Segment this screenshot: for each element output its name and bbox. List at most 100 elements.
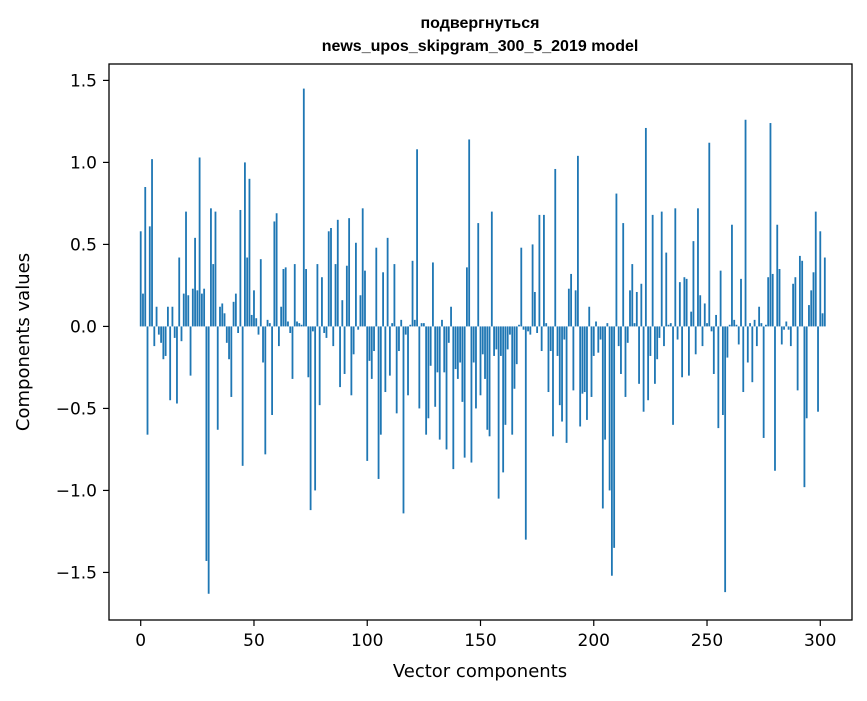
bar-128 bbox=[429, 326, 432, 366]
bar-38 bbox=[225, 326, 228, 343]
bar-189 bbox=[567, 288, 570, 327]
bar-165 bbox=[513, 326, 516, 389]
bar-26 bbox=[198, 157, 201, 327]
bar-83 bbox=[327, 231, 330, 327]
bar-61 bbox=[277, 326, 280, 347]
bar-160 bbox=[502, 326, 505, 473]
bar-181 bbox=[549, 326, 552, 352]
bar-279 bbox=[771, 273, 774, 327]
bar-242 bbox=[688, 326, 690, 376]
x-tick-label-50: 50 bbox=[243, 631, 265, 651]
bar-214 bbox=[624, 326, 627, 397]
bar-92 bbox=[348, 218, 351, 327]
bar-149 bbox=[477, 223, 480, 327]
bar-10 bbox=[162, 326, 165, 360]
bar-30 bbox=[207, 326, 210, 594]
bar-236 bbox=[674, 208, 677, 327]
bar-139 bbox=[454, 326, 457, 370]
bar-109 bbox=[386, 237, 389, 327]
bar-5 bbox=[151, 159, 153, 327]
bar-299 bbox=[817, 326, 819, 412]
bar-153 bbox=[486, 326, 489, 430]
bar-292 bbox=[801, 260, 804, 327]
bar-150 bbox=[479, 326, 482, 396]
x-tick-label-150: 150 bbox=[464, 631, 496, 651]
bar-182 bbox=[552, 326, 554, 437]
bar-195 bbox=[581, 326, 584, 394]
y-tick-label-2: −0.5 bbox=[56, 399, 97, 419]
bar-200 bbox=[592, 326, 595, 356]
bar-17 bbox=[178, 257, 181, 327]
bar-263 bbox=[735, 324, 738, 327]
bar-126 bbox=[425, 326, 428, 435]
bar-284 bbox=[783, 326, 785, 330]
bar-159 bbox=[499, 326, 502, 356]
bar-253 bbox=[712, 326, 715, 374]
bar-9 bbox=[160, 326, 162, 343]
bar-66 bbox=[289, 326, 292, 333]
y-tick-label-6: 1.5 bbox=[70, 71, 97, 91]
bar-114 bbox=[398, 326, 400, 352]
bar-166 bbox=[515, 326, 518, 365]
bar-86 bbox=[334, 264, 337, 327]
bar-225 bbox=[649, 326, 652, 356]
bar-140 bbox=[456, 326, 459, 379]
bar-3 bbox=[146, 326, 149, 435]
bar-176 bbox=[538, 214, 541, 327]
bar-32 bbox=[212, 264, 215, 327]
bar-275 bbox=[762, 326, 765, 438]
bar-33 bbox=[214, 211, 217, 327]
bar-145 bbox=[468, 139, 471, 327]
bar-192 bbox=[574, 290, 577, 327]
bar-122 bbox=[416, 149, 418, 327]
bar-106 bbox=[379, 326, 382, 435]
bar-81 bbox=[323, 326, 326, 333]
bar-63 bbox=[282, 269, 285, 327]
bar-22 bbox=[189, 326, 192, 376]
bar-4 bbox=[148, 226, 151, 327]
bar-134 bbox=[443, 326, 446, 373]
bar-103 bbox=[373, 326, 375, 352]
bar-199 bbox=[590, 326, 593, 397]
bar-132 bbox=[438, 326, 441, 440]
bar-238 bbox=[678, 282, 681, 327]
bar-237 bbox=[676, 326, 679, 340]
bar-156 bbox=[493, 326, 495, 356]
bar-101 bbox=[368, 326, 371, 361]
bar-203 bbox=[599, 326, 602, 340]
bar-16 bbox=[176, 326, 178, 404]
bar-197 bbox=[586, 326, 588, 420]
bar-293 bbox=[803, 326, 806, 488]
bar-105 bbox=[377, 326, 380, 479]
bar-42 bbox=[234, 293, 237, 327]
bar-151 bbox=[481, 326, 484, 355]
bar-52 bbox=[257, 326, 260, 335]
bar-36 bbox=[221, 303, 224, 327]
bar-244 bbox=[692, 241, 695, 327]
bar-117 bbox=[404, 326, 407, 335]
bar-112 bbox=[393, 264, 396, 327]
bar-283 bbox=[780, 326, 783, 345]
bar-250 bbox=[706, 323, 708, 327]
y-tick-label-4: 0.5 bbox=[70, 235, 97, 255]
bar-144 bbox=[466, 267, 468, 327]
bar-206 bbox=[606, 323, 609, 327]
bar-302 bbox=[823, 257, 826, 327]
bar-285 bbox=[785, 321, 788, 327]
bar-178 bbox=[543, 214, 545, 327]
bar-167 bbox=[518, 324, 520, 327]
bar-24 bbox=[194, 237, 196, 327]
bar-47 bbox=[246, 257, 249, 327]
bar-113 bbox=[395, 326, 398, 414]
bar-215 bbox=[626, 326, 629, 343]
x-tick-label-250: 250 bbox=[691, 631, 723, 651]
bar-194 bbox=[579, 326, 582, 427]
bar-184 bbox=[556, 326, 559, 356]
bar-232 bbox=[665, 252, 668, 327]
bar-233 bbox=[667, 324, 670, 327]
bar-127 bbox=[427, 326, 430, 419]
bar-219 bbox=[635, 291, 638, 327]
bar-15 bbox=[173, 326, 176, 338]
bar-95 bbox=[355, 242, 357, 327]
bar-1 bbox=[142, 293, 144, 327]
